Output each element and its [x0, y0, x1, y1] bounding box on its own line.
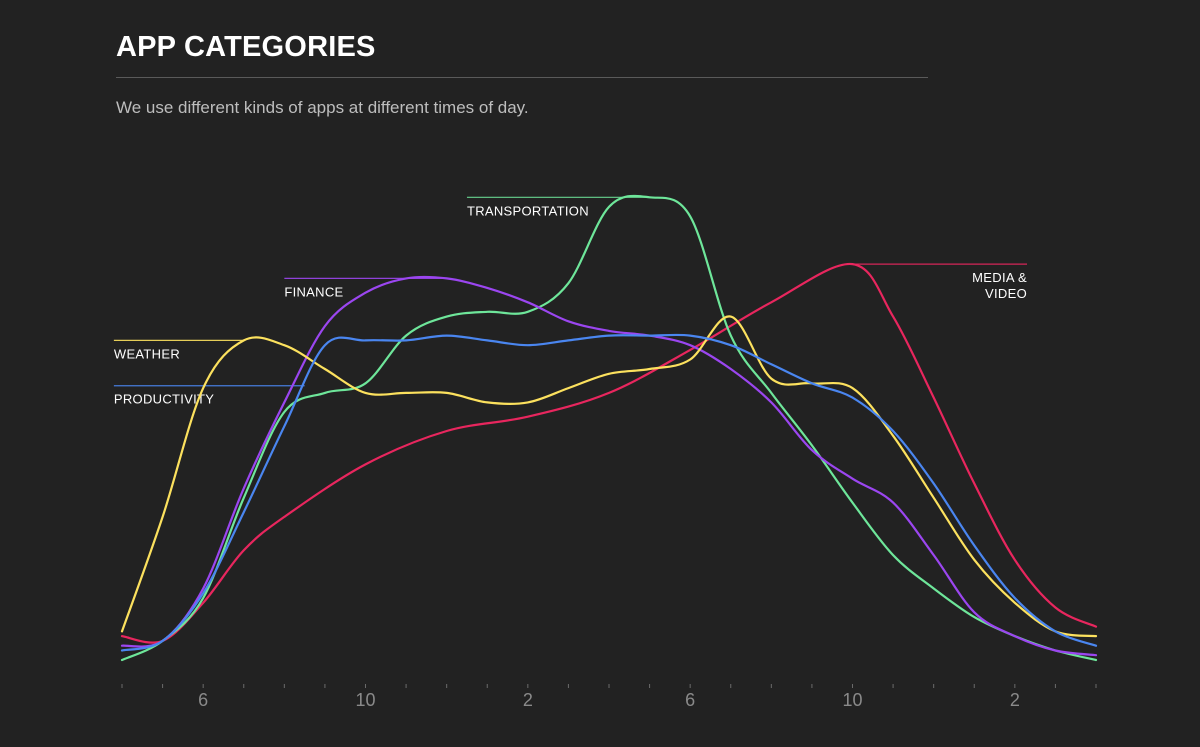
- page-title: APP CATEGORIES: [116, 31, 376, 63]
- annotations-layer: TRANSPORTATION FINANCE WEATHER PRODUCTIVITY…: [113, 196, 1028, 407]
- series-layer: [120, 194, 1098, 662]
- series-line-weather: [120, 315, 1098, 638]
- x-tick-label: 2: [1010, 690, 1020, 710]
- series-label-media-video: VIDEO: [985, 286, 1027, 301]
- x-axis: 6 10 2 6 10 2: [121, 684, 1097, 710]
- x-tick-label: 6: [685, 690, 695, 710]
- title-divider: [116, 77, 928, 78]
- series-label-finance: FINANCE: [284, 284, 343, 299]
- x-tick-label: 10: [355, 690, 375, 710]
- series-label-media-video: MEDIA &: [972, 270, 1027, 285]
- series-label-weather: WEATHER: [114, 346, 180, 361]
- series-line-productivity: [120, 333, 1098, 652]
- series-label-transportation: TRANSPORTATION: [467, 203, 589, 218]
- x-tick-label: 2: [523, 690, 533, 710]
- x-tick-label: 6: [198, 690, 208, 710]
- series-label-productivity: PRODUCTIVITY: [114, 392, 214, 407]
- series-line-media-video: [120, 262, 1098, 644]
- page-subtitle: We use different kinds of apps at differ…: [116, 98, 529, 117]
- series-line-finance: [120, 275, 1098, 657]
- x-tick-label: 10: [842, 690, 862, 710]
- series-line-transportation: [120, 194, 1098, 662]
